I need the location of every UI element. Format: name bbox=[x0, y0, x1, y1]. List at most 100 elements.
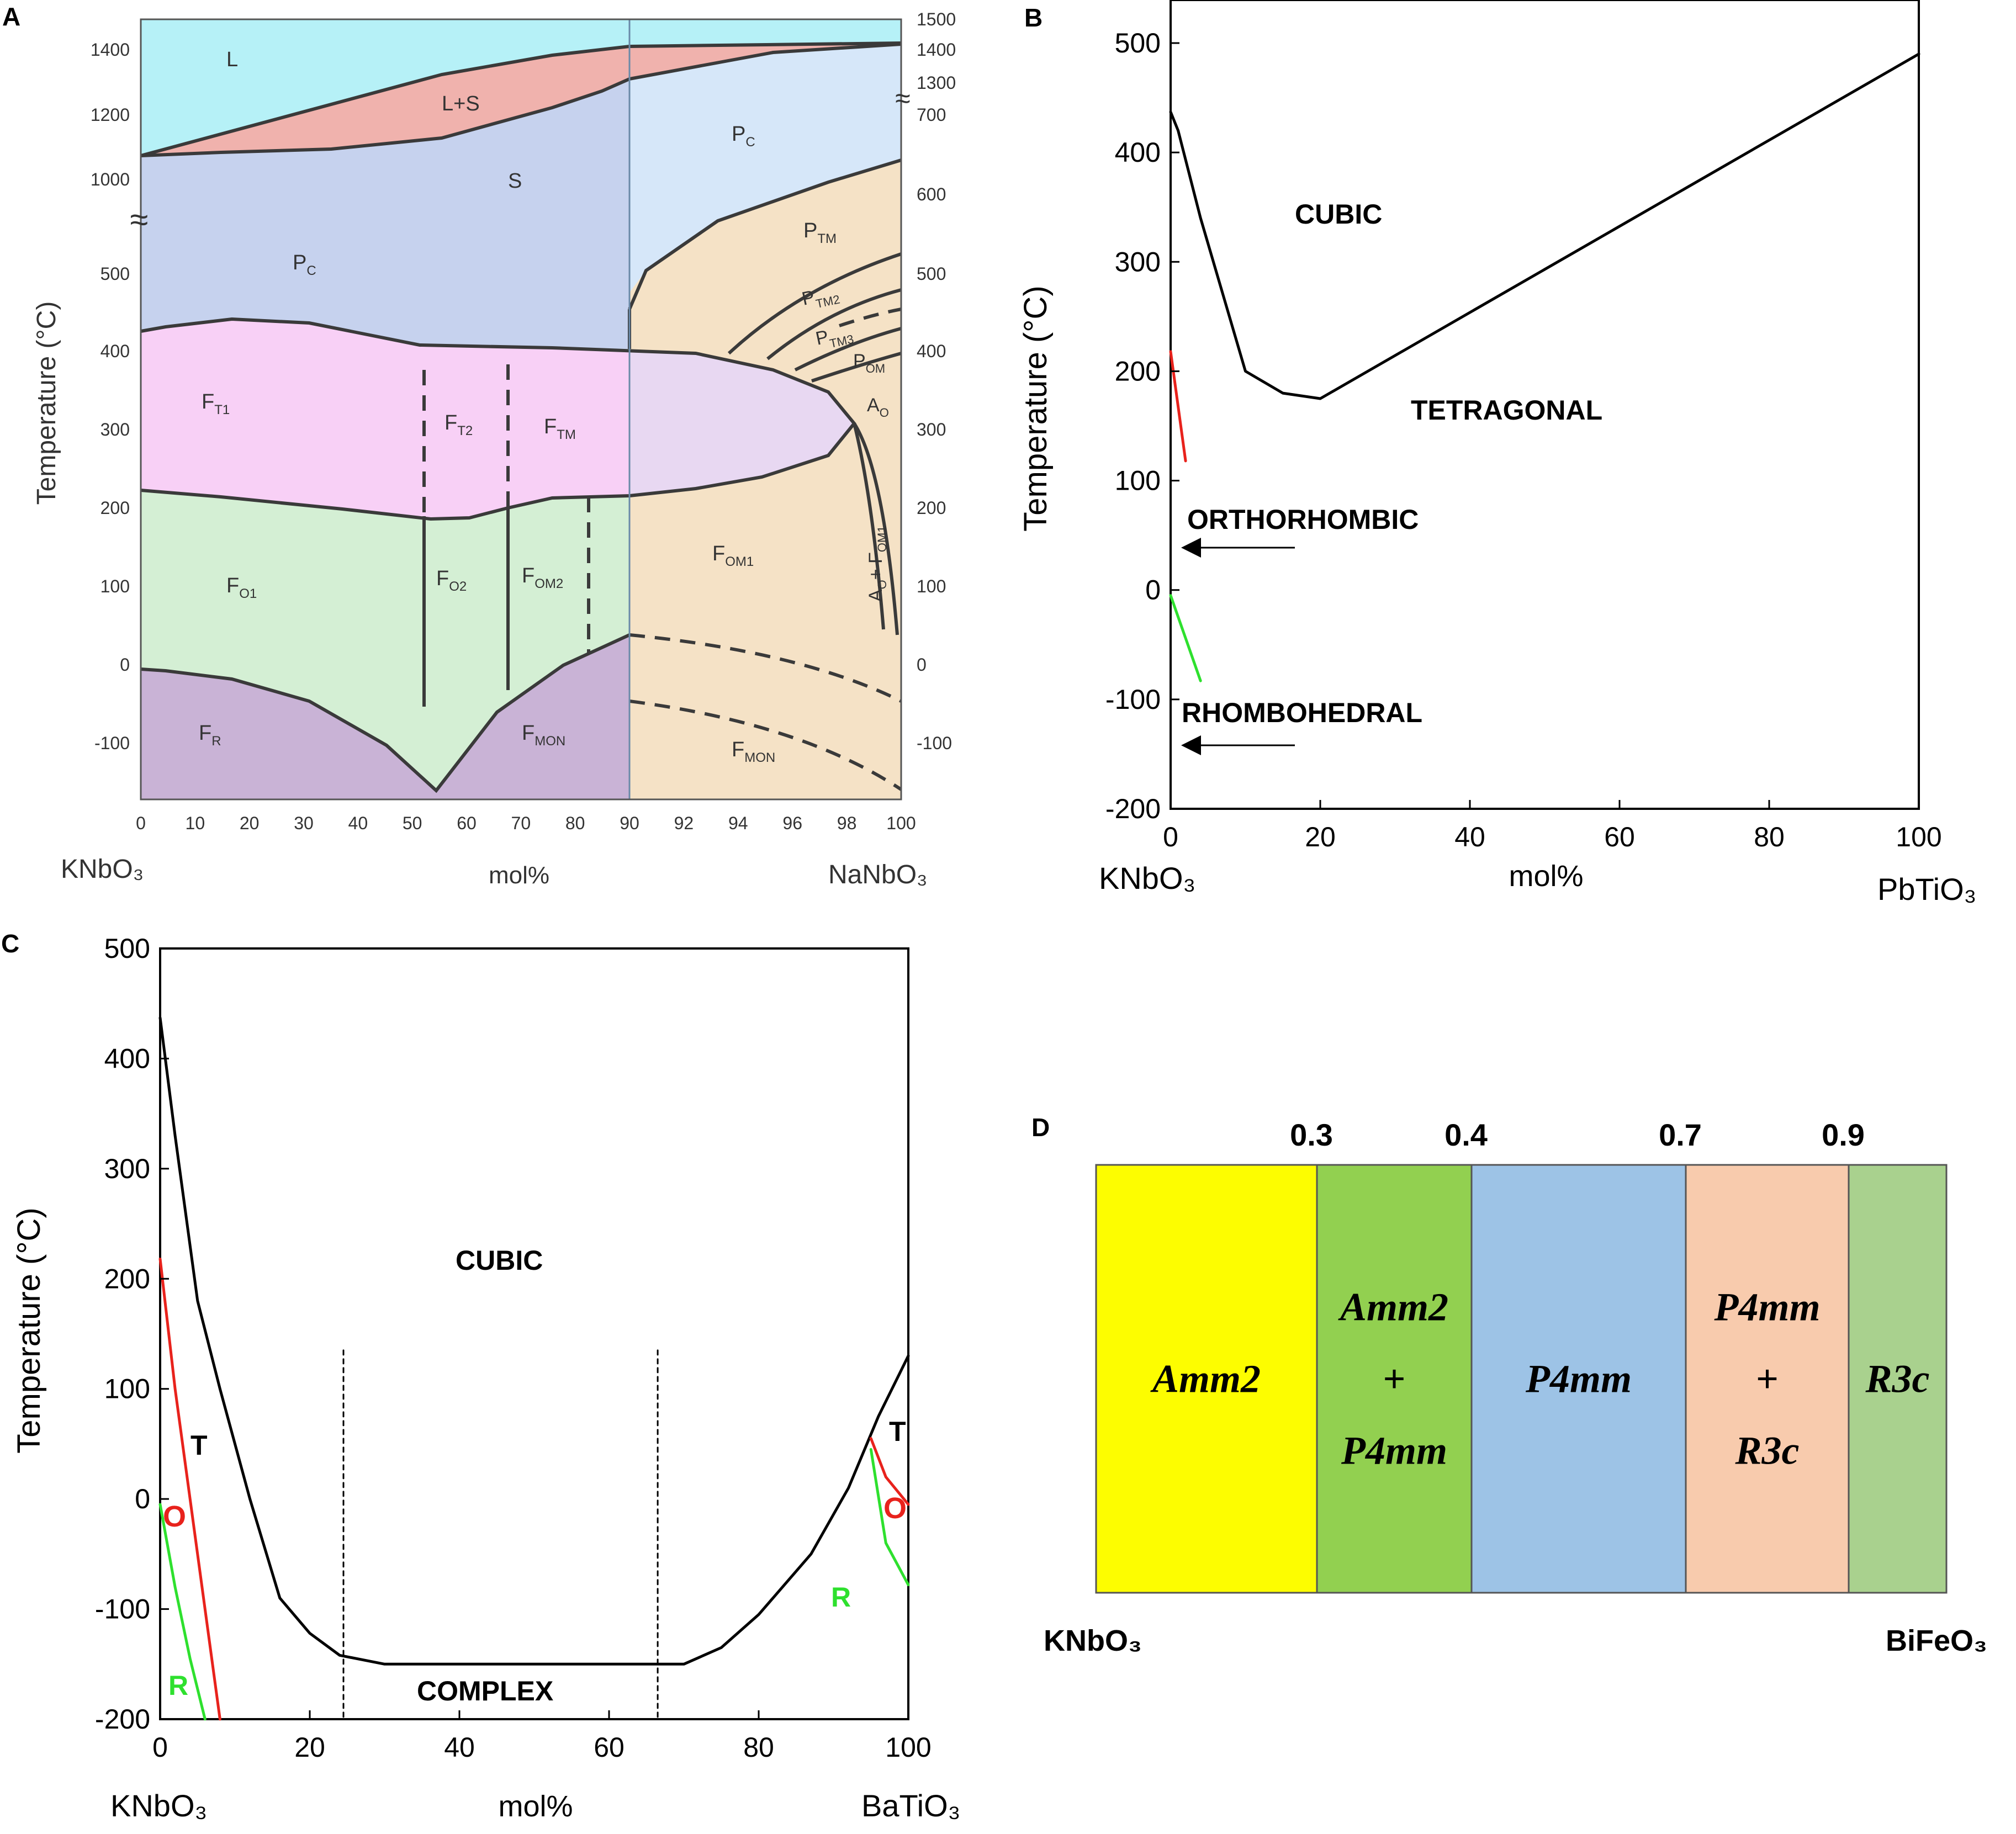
panel-c-series-line-3 bbox=[869, 1437, 910, 1506]
panel-letter-b: B bbox=[1024, 3, 1043, 32]
label-s: S bbox=[508, 169, 522, 193]
panel-a-y-tick: -100 bbox=[94, 733, 130, 753]
panel-b-label-orthorhombic: ORTHORHOMBIC bbox=[1187, 504, 1419, 535]
panel-a-y-tick: -100 bbox=[917, 733, 952, 753]
panel-c-x-tick-label: 40 bbox=[444, 1732, 475, 1763]
panel-d-segment-2 bbox=[1470, 1164, 1687, 1594]
panel-c-right-end-label: BaTiO₃ bbox=[861, 1788, 960, 1823]
panel-b-x-tick-label: 60 bbox=[1604, 821, 1635, 852]
panel-b-x-tick-label: 100 bbox=[1896, 821, 1941, 852]
panel-d-segment-label: P4mm bbox=[1525, 1357, 1632, 1401]
panel-c-y-tick-label: 200 bbox=[104, 1263, 150, 1294]
panel-d-segment-label: R3c bbox=[1865, 1357, 1930, 1401]
panel-c-x-tick-label: 0 bbox=[152, 1732, 168, 1763]
panel-a-y-tick: 500 bbox=[100, 264, 130, 284]
panel-b-x-tick-label: 80 bbox=[1754, 821, 1785, 852]
panel-d-segment-1 bbox=[1316, 1164, 1473, 1594]
panel-c-label-o-left: O bbox=[163, 1500, 186, 1533]
panel-a-y-tick: 1400 bbox=[91, 40, 130, 60]
panel-a-xlabel: mol% bbox=[489, 862, 549, 889]
panel-c-frame bbox=[159, 947, 909, 1720]
panel-c-y-tick-label: 300 bbox=[104, 1153, 150, 1184]
panel-c-label-r-left: R bbox=[168, 1670, 188, 1701]
panel-c-ylabel: Temperature (°C) bbox=[11, 1207, 47, 1453]
panel-b-series-line-0 bbox=[1169, 52, 1920, 400]
region-f-r bbox=[141, 635, 629, 799]
panel-c-series-line-2 bbox=[158, 1503, 207, 1721]
panel-b-xlabel: mol% bbox=[1509, 860, 1583, 893]
panel-c-label-r-right: R bbox=[831, 1582, 851, 1613]
panel-a-x-tick: 50 bbox=[403, 813, 422, 833]
panel-a-y-tick: 200 bbox=[917, 498, 946, 518]
panel-a-x-tick: 92 bbox=[674, 813, 694, 833]
panel-a-left-end-label: KNbO₃ bbox=[61, 855, 144, 884]
panel-b-y-tick-label: -100 bbox=[1105, 684, 1161, 715]
panel-a-y-tick: 0 bbox=[120, 655, 130, 675]
panel-a-phase-diagram: A bbox=[2, 2, 956, 889]
panel-a-y-tick: 100 bbox=[917, 576, 946, 596]
panel-d-boundary-labels: 0.3 0.4 0.7 0.9 bbox=[1290, 1117, 1865, 1152]
panel-a-frame bbox=[140, 18, 902, 801]
panel-d-segment-label: + bbox=[1756, 1357, 1779, 1401]
panel-d-left-end-label: KNbO₃ bbox=[1044, 1624, 1142, 1657]
region-pc-right bbox=[629, 43, 901, 293]
panel-c-series-line-0 bbox=[158, 1016, 910, 1666]
panel-a-x-tick: 90 bbox=[620, 813, 639, 833]
panel-a-y-tick: 100 bbox=[100, 576, 130, 596]
panel-a-y-tick: 300 bbox=[917, 420, 946, 439]
panel-a-x-tick: 30 bbox=[294, 813, 314, 833]
panel-b-y-tick-label: 300 bbox=[1115, 246, 1161, 277]
panel-c-y-tick-label: -200 bbox=[95, 1704, 150, 1735]
panel-a-y-tick: 700 bbox=[917, 105, 946, 125]
panel-letter-a: A bbox=[2, 2, 20, 31]
label-pc-right: PC bbox=[732, 123, 755, 150]
region-l bbox=[141, 19, 901, 156]
panel-c-series-line-4 bbox=[869, 1448, 910, 1587]
panel-b-x-tick-label: 20 bbox=[1305, 821, 1336, 852]
panel-c-label-t-right: T bbox=[889, 1416, 906, 1447]
panel-b-label-tetragonal: TETRAGONAL bbox=[1411, 395, 1602, 426]
panel-d-segment-label: P4mm bbox=[1341, 1429, 1447, 1473]
panel-b-frame bbox=[1170, 0, 1920, 810]
label-f-r: FR bbox=[199, 722, 221, 749]
panel-c-y-tick-label: 100 bbox=[104, 1374, 150, 1404]
panel-letter-c: C bbox=[1, 929, 19, 958]
panel-c-series-line-1 bbox=[158, 1257, 221, 1721]
panel-d-segment-0 bbox=[1095, 1164, 1318, 1594]
panel-d-segment-4 bbox=[1848, 1164, 1948, 1594]
panel-d-boundary-label: 0.4 bbox=[1444, 1117, 1488, 1152]
label-l: L bbox=[226, 48, 238, 71]
panel-a-y-tick: 600 bbox=[917, 184, 946, 204]
panel-c-label-cubic: CUBIC bbox=[456, 1245, 543, 1276]
panel-b-series-line-1 bbox=[1169, 350, 1187, 463]
label-f-mon-left: FMON bbox=[522, 722, 565, 749]
panel-b-x-ticks: 0 20 40 60 80 100 bbox=[1163, 800, 1942, 852]
region-s-pc-left bbox=[141, 79, 629, 349]
panel-c-y-tick-label: 0 bbox=[135, 1483, 150, 1514]
panel-b-right-end-label: PbTiO₃ bbox=[1877, 872, 1976, 907]
panel-d-phase-bar: D Amm2 Amm2 + P4mm P4mm P4mm + R3c R3c 0.3 0.4 0.7… bbox=[1031, 1113, 1987, 1657]
panel-c-left-end-label: KNbO₃ bbox=[110, 1788, 207, 1823]
panel-b-y-tick-label: -200 bbox=[1105, 793, 1161, 824]
panel-c-series bbox=[158, 1016, 910, 1721]
panel-c-label-complex: COMPLEX bbox=[417, 1676, 553, 1706]
panel-a-x-ticks-right: 92 94 96 98 100 bbox=[674, 813, 916, 833]
label-a-o-upper: AO bbox=[867, 395, 889, 420]
panel-a-x-tick: 70 bbox=[511, 813, 531, 833]
panel-a-right-end-label: NaNbO₃ bbox=[828, 860, 928, 889]
panel-a-y-tick: 0 bbox=[917, 655, 927, 675]
label-l-plus-s: L+S bbox=[442, 92, 480, 115]
panel-c-x-tick-label: 100 bbox=[885, 1732, 931, 1763]
panel-c-x-ticks: 0 20 40 60 80 100 bbox=[152, 1710, 932, 1763]
label-f-mon-right: FMON bbox=[732, 738, 775, 765]
panel-letter-d: D bbox=[1031, 1113, 1050, 1142]
panel-c-label-o-right: O bbox=[883, 1492, 907, 1525]
panel-c-y-tick-label: -100 bbox=[95, 1594, 150, 1625]
panel-a-x-ticks-left: 0 10 20 30 40 50 60 70 80 90 bbox=[136, 813, 639, 833]
panel-d-segment-label: + bbox=[1383, 1357, 1405, 1401]
panel-d-segment-label: P4mm bbox=[1714, 1285, 1821, 1329]
panel-b-y-tick-label: 200 bbox=[1115, 356, 1161, 386]
panel-a-y-tick: 400 bbox=[917, 341, 946, 361]
panel-b-label-cubic: CUBIC bbox=[1295, 199, 1382, 230]
